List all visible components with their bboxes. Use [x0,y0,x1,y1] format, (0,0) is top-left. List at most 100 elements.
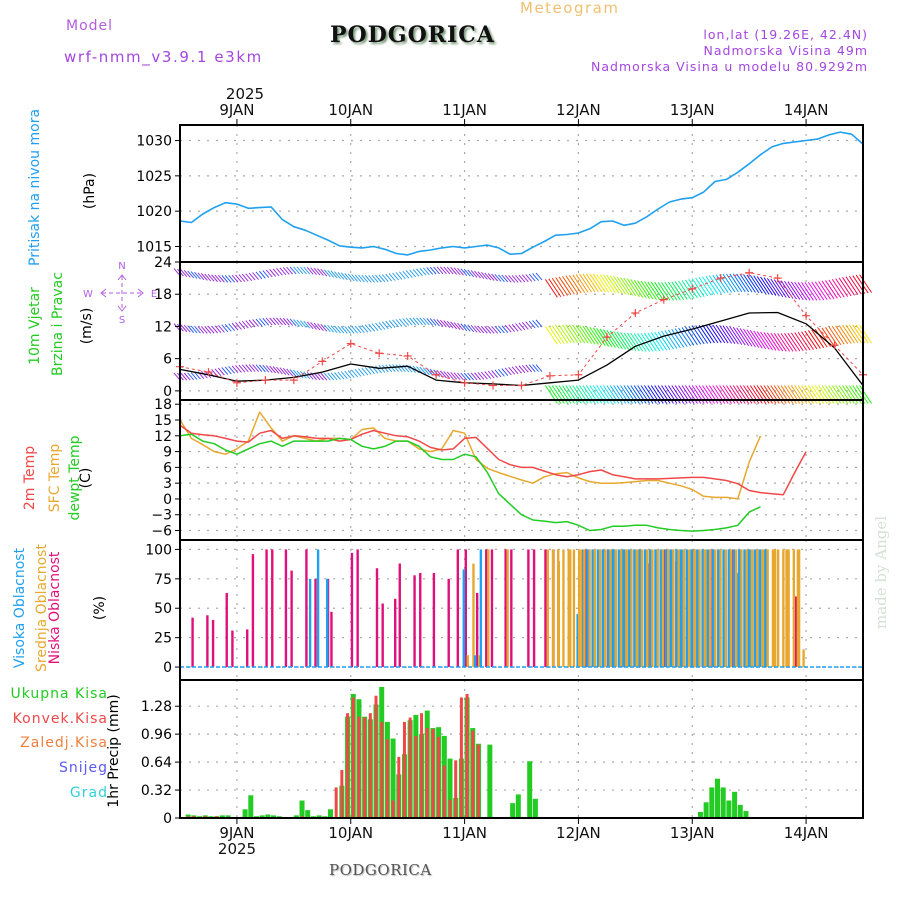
cloud-mid-bar [782,549,785,668]
wind-barb [494,274,502,282]
precip-total-bar [715,778,721,818]
cloud-low-bar [532,549,536,668]
wind-barb [320,268,328,277]
footer-station: PODGORICA [329,861,432,879]
wind-barb [825,280,838,299]
cloud-mid-bar [619,549,623,668]
cloud-mid-bar [687,549,691,668]
wind-barb [279,267,287,276]
wind-barb [501,274,509,283]
model-elevation-info: Nadmorska Visina u modelu 80.9292m [591,59,868,74]
wind-barb [763,277,777,296]
wind-barb [265,269,273,278]
y-tick-label: −3 [151,508,172,524]
wind-barb [555,277,569,296]
wind-barb [695,325,709,344]
wind-barb [739,328,753,347]
wind-barb [433,266,440,275]
wind-barb [221,367,229,375]
wind-barb [760,331,773,351]
wind-barb [811,329,825,349]
wind-barb [518,365,526,374]
wind-barb [323,324,331,333]
wind-barb [299,266,307,275]
wind-barb [276,267,283,276]
wind-barb [814,281,828,301]
wind-barb [521,322,529,330]
wind-barb [535,319,543,328]
wind-barb [633,279,647,299]
wind-barb [484,371,492,379]
grid-layer [180,125,863,819]
wind-barb [508,324,516,333]
cloud-mid-bar [740,549,743,668]
wind-barb [241,364,249,373]
wind-barb [252,319,259,327]
wind-barb [777,279,791,299]
precip-convective-bar [357,716,361,818]
wind-barb [194,371,201,380]
gust-marker [232,378,241,387]
wind-barb [334,271,341,279]
cloud-low-bar [381,603,384,668]
cloud-low-bar [544,549,547,668]
wind-barb [544,326,558,345]
gust-marker [403,351,412,360]
wind-barb [450,267,457,275]
wind-barb [657,282,671,301]
year-label-top: 2025 [226,85,264,103]
precip-convective-bar [385,739,389,818]
cloud-mid-bar [682,549,686,668]
panel-frame [179,679,864,819]
wind-barb [501,368,509,376]
cloud-high-bar [748,549,751,668]
wind-barb [589,273,603,293]
wind-barb [310,322,317,330]
wind-barb [358,325,365,333]
wind-barb [218,324,225,333]
wind-barb [848,324,862,344]
wind-barb [354,325,362,334]
wind-barb [347,326,355,334]
wind-barb [592,273,606,293]
wind-barb [286,266,294,275]
wind-barb [399,364,406,373]
wind-barb [801,331,814,350]
wind-barb [498,368,505,377]
data-layer [173,131,873,819]
wind-barb [760,276,773,296]
cloud-mid-bar [593,549,597,668]
cloud-low-bar [527,549,530,668]
cloud-mid-bar [703,549,707,668]
wind-barb [272,317,280,326]
gust-marker [261,376,270,385]
wind-barb [194,271,201,280]
wind-barb [521,274,529,283]
wind-barb [200,273,208,281]
cloud-mid-bar [577,549,581,668]
wind-barb [187,325,195,333]
wind-barb [378,274,386,283]
precip-total-bar [527,761,533,818]
precip-total-bar [703,802,709,818]
wind-barb [460,268,468,276]
gust-marker [318,357,327,366]
wind-barb [749,330,763,349]
panel-frame [179,124,864,263]
cloud-mid-bar [802,649,805,668]
precip-convective-bar [476,744,480,818]
wind-barb [664,330,678,349]
wind-barb [248,364,256,372]
cloud-high-bar [643,549,647,668]
cloud-high-bar [654,549,657,668]
wind-barb [674,328,688,347]
cloud-high-bar [628,549,631,668]
wind-barb [585,273,599,293]
wind-barb [381,364,389,373]
precip-legend-snow: Snijeg [58,760,108,776]
compass-n: N [118,261,125,272]
wind-barb [647,332,661,352]
cloud-low-bar [206,615,209,668]
wind-barb [375,365,382,374]
wind-barb [436,266,444,275]
